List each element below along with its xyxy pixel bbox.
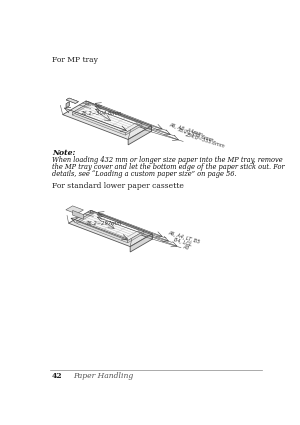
Text: 254.0~355.6mm: 254.0~355.6mm [185, 132, 226, 149]
Polygon shape [69, 210, 152, 246]
Polygon shape [77, 212, 144, 241]
Text: A6, A5, A4mm: A6, A5, A4mm [168, 122, 203, 137]
Text: 76.2~297mm: 76.2~297mm [86, 221, 122, 227]
Polygon shape [72, 103, 89, 115]
Polygon shape [73, 210, 83, 219]
Polygon shape [66, 98, 78, 103]
Polygon shape [130, 234, 152, 252]
Text: B4, LGL: B4, LGL [173, 237, 193, 247]
Text: the MP tray cover and let the bottom edge of the paper stick out. For: the MP tray cover and let the bottom edg… [52, 163, 285, 171]
Text: A6, A4, LT, B5: A6, A4, LT, B5 [167, 230, 200, 245]
Polygon shape [77, 221, 128, 243]
Polygon shape [89, 103, 142, 125]
Polygon shape [125, 123, 142, 135]
Polygon shape [86, 101, 152, 131]
Text: details, see “Loading a custom paper size” on page 56.: details, see “Loading a custom paper siz… [52, 170, 237, 178]
Text: Note:: Note: [52, 149, 76, 157]
Polygon shape [72, 113, 125, 135]
Text: A3: A3 [182, 244, 189, 251]
Polygon shape [128, 231, 144, 243]
Polygon shape [66, 102, 69, 108]
Text: When loading 432 mm or longer size paper into the MP tray, remove: When loading 432 mm or longer size paper… [52, 156, 283, 164]
Polygon shape [77, 212, 93, 224]
Polygon shape [93, 212, 144, 233]
Polygon shape [63, 101, 152, 139]
Polygon shape [91, 210, 152, 239]
Polygon shape [66, 102, 69, 108]
Polygon shape [77, 105, 137, 130]
Text: 76.2~304.8mm: 76.2~304.8mm [81, 111, 122, 116]
Polygon shape [128, 126, 152, 145]
Polygon shape [66, 102, 69, 108]
Text: 76.2~355.6mm: 76.2~355.6mm [176, 127, 215, 143]
Text: 42: 42 [52, 372, 63, 380]
Text: Paper Handling: Paper Handling [73, 372, 133, 380]
Polygon shape [66, 206, 83, 214]
Polygon shape [72, 103, 142, 133]
Text: For standard lower paper cassette: For standard lower paper cassette [52, 182, 184, 190]
Text: For MP tray: For MP tray [52, 57, 98, 65]
Polygon shape [66, 98, 78, 103]
Polygon shape [82, 213, 139, 238]
Polygon shape [66, 98, 78, 103]
